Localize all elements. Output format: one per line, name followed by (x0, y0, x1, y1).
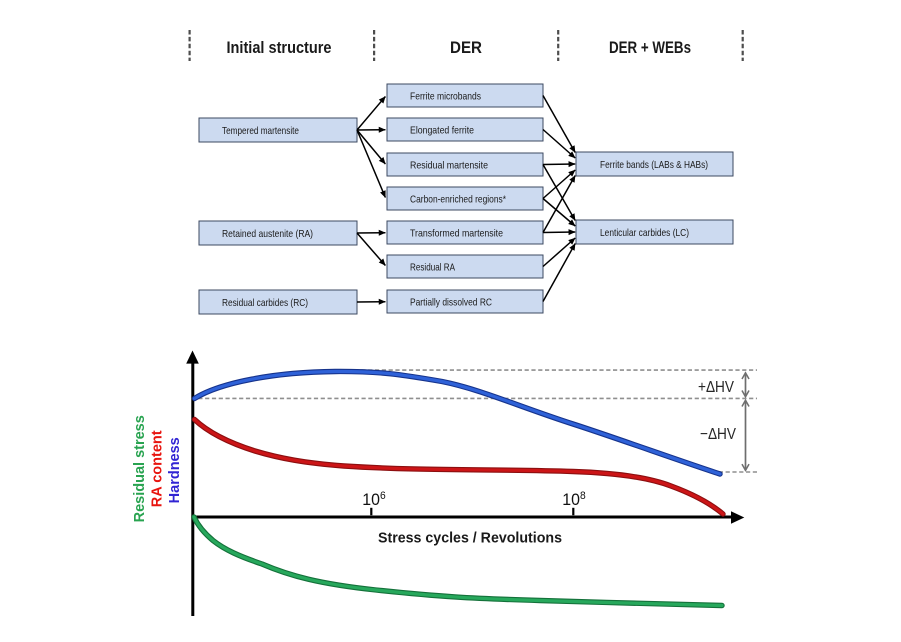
svg-text:Residual stress: Residual stress (132, 415, 148, 522)
svg-text:Elongated ferrite: Elongated ferrite (410, 124, 474, 136)
svg-text:Residual carbides (RC): Residual carbides (RC) (222, 297, 308, 309)
svg-text:Transformed martensite: Transformed martensite (410, 227, 503, 239)
svg-text:Lenticular carbides (LC): Lenticular carbides (LC) (600, 227, 689, 239)
svg-text:Residual martensite: Residual martensite (410, 159, 488, 171)
svg-text:Initial structure: Initial structure (227, 38, 332, 57)
svg-text:−ΔHV: −ΔHV (700, 426, 736, 443)
svg-text:Ferrite bands (LABs & HABs): Ferrite bands (LABs & HABs) (600, 159, 708, 171)
svg-text:Residual RA: Residual RA (410, 261, 455, 273)
svg-text:106: 106 (362, 490, 385, 509)
svg-text:DER + WEBs: DER + WEBs (609, 38, 691, 57)
svg-text:Carbon-enriched regions*: Carbon-enriched regions* (410, 193, 506, 205)
svg-text:Stress cycles / Revolutions: Stress cycles / Revolutions (378, 529, 562, 546)
svg-text:Partially dissolved RC: Partially dissolved RC (410, 296, 492, 308)
svg-text:RA content: RA content (150, 430, 166, 507)
svg-text:+ΔHV: +ΔHV (698, 379, 734, 396)
svg-text:Hardness: Hardness (167, 437, 183, 503)
svg-text:Retained austenite (RA): Retained austenite (RA) (222, 228, 313, 240)
svg-text:108: 108 (562, 490, 585, 509)
svg-text:Ferrite microbands: Ferrite microbands (410, 90, 481, 102)
svg-text:DER: DER (450, 38, 482, 57)
svg-text:Tempered martensite: Tempered martensite (222, 125, 299, 137)
